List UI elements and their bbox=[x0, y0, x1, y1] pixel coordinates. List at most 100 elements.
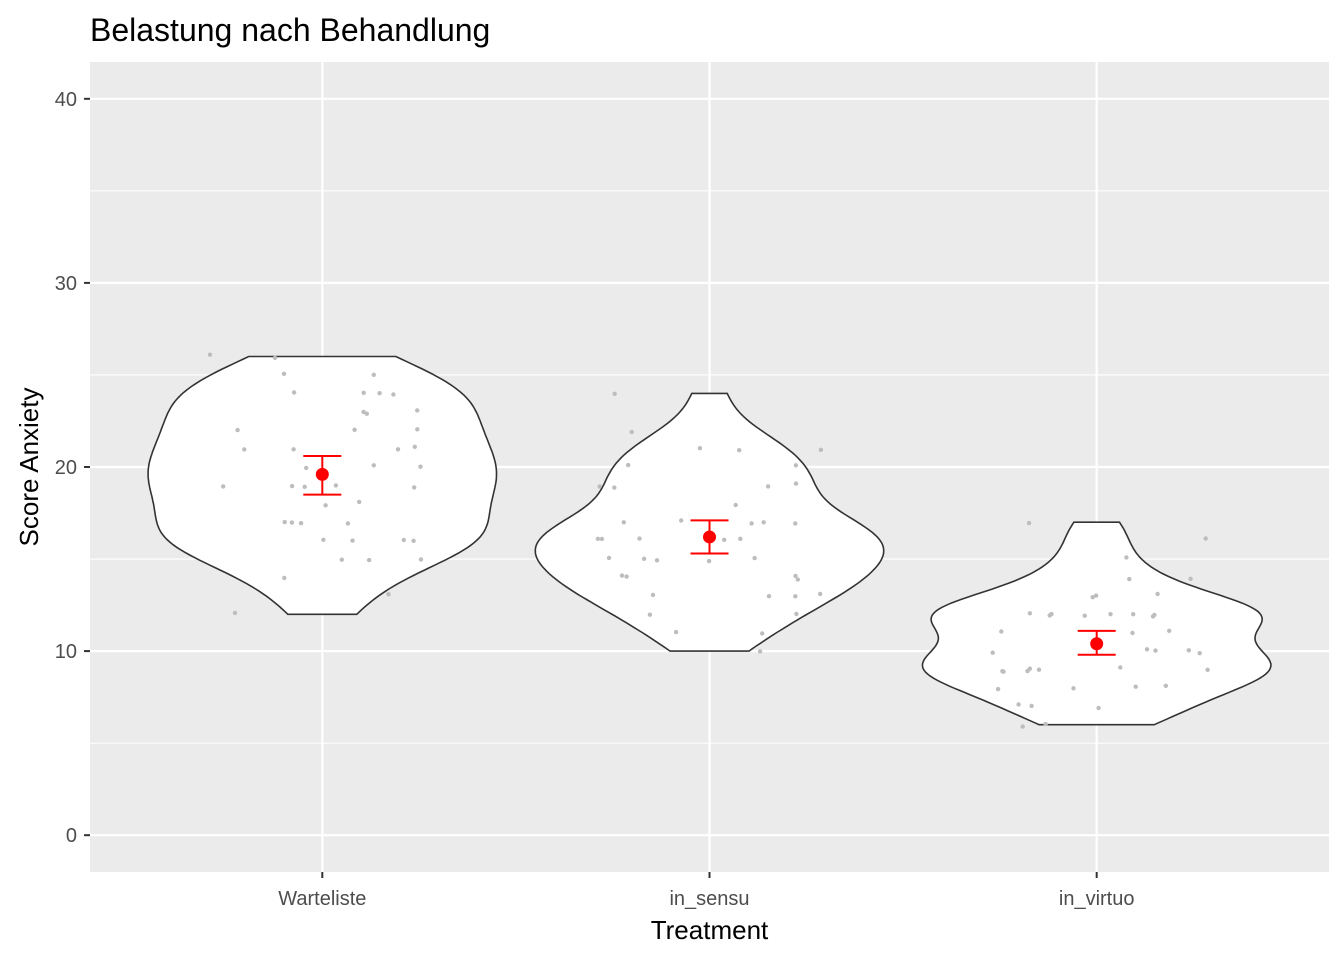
data-point bbox=[737, 448, 742, 453]
data-point bbox=[765, 484, 771, 489]
data-point bbox=[795, 577, 800, 582]
data-point bbox=[1205, 667, 1210, 672]
data-point bbox=[621, 520, 626, 525]
data-point bbox=[793, 481, 799, 486]
data-point bbox=[207, 352, 213, 357]
chart-title: Belastung nach Behandlung bbox=[90, 12, 490, 48]
data-point bbox=[679, 518, 684, 523]
data-point bbox=[350, 538, 355, 543]
data-point bbox=[733, 502, 738, 508]
y-axis-title: Score Anxiety bbox=[14, 388, 44, 547]
data-point bbox=[1127, 576, 1132, 582]
data-point bbox=[361, 409, 366, 415]
y-tick-label: 20 bbox=[55, 457, 77, 479]
data-point bbox=[415, 427, 420, 432]
data-point bbox=[289, 483, 295, 489]
data-point bbox=[281, 371, 287, 376]
data-point bbox=[1155, 591, 1160, 597]
x-tick-label: Warteliste bbox=[278, 888, 366, 910]
data-point bbox=[1026, 520, 1032, 526]
data-point bbox=[282, 519, 287, 525]
data-point bbox=[597, 484, 602, 489]
data-point bbox=[738, 536, 743, 541]
data-point bbox=[697, 446, 703, 451]
data-point bbox=[626, 462, 631, 468]
data-point bbox=[391, 392, 396, 397]
data-point bbox=[291, 390, 297, 395]
data-point bbox=[361, 390, 366, 395]
data-point bbox=[401, 537, 406, 543]
data-point bbox=[339, 557, 344, 562]
data-point bbox=[1027, 666, 1033, 671]
data-point bbox=[221, 484, 226, 489]
data-point bbox=[1197, 651, 1202, 656]
data-point bbox=[629, 429, 634, 435]
data-point bbox=[794, 611, 799, 617]
data-point bbox=[1001, 669, 1006, 674]
data-point bbox=[377, 391, 382, 396]
data-point bbox=[793, 573, 798, 579]
data-point bbox=[722, 537, 727, 542]
data-point bbox=[1043, 721, 1048, 727]
data-point bbox=[232, 610, 238, 616]
data-point bbox=[612, 391, 617, 396]
data-point bbox=[1027, 611, 1033, 616]
mean-markers bbox=[303, 454, 1116, 656]
data-point bbox=[235, 427, 240, 433]
violin-in_virtuo bbox=[921, 521, 1272, 726]
data-point bbox=[1130, 630, 1135, 636]
mean-point bbox=[703, 530, 716, 544]
data-point bbox=[1082, 613, 1087, 618]
x-tick-label: in_sensu bbox=[669, 888, 749, 910]
data-point bbox=[766, 594, 772, 599]
data-point bbox=[364, 411, 369, 416]
data-point bbox=[641, 556, 647, 561]
data-point bbox=[752, 555, 757, 561]
data-point bbox=[1071, 686, 1076, 691]
data-point bbox=[1118, 665, 1123, 670]
data-point bbox=[282, 575, 287, 581]
data-point bbox=[624, 574, 629, 579]
data-point bbox=[1096, 705, 1101, 711]
data-point bbox=[321, 537, 326, 542]
data-point bbox=[1016, 702, 1021, 707]
data-point bbox=[1167, 628, 1172, 633]
data-point bbox=[298, 521, 304, 526]
mean-point bbox=[1090, 637, 1104, 651]
data-point bbox=[352, 427, 357, 432]
data-point bbox=[654, 558, 660, 563]
data-point bbox=[386, 592, 391, 597]
data-point bbox=[291, 447, 296, 452]
data-point bbox=[1203, 536, 1208, 541]
data-point bbox=[371, 372, 376, 377]
mean-point bbox=[315, 467, 329, 481]
data-point bbox=[412, 485, 417, 490]
data-point bbox=[272, 355, 278, 360]
data-point bbox=[706, 558, 712, 564]
data-point bbox=[242, 447, 247, 452]
data-point bbox=[1124, 555, 1129, 560]
data-point bbox=[415, 408, 420, 413]
data-point bbox=[395, 447, 401, 452]
data-point bbox=[1036, 667, 1042, 672]
data-point bbox=[1108, 612, 1113, 617]
jitter-points bbox=[207, 352, 1210, 729]
data-point bbox=[1131, 612, 1136, 617]
x-tick-label: in_virtuo bbox=[1059, 888, 1135, 910]
data-point bbox=[793, 463, 799, 468]
data-point bbox=[1090, 595, 1095, 600]
data-point bbox=[1047, 613, 1052, 618]
data-point bbox=[412, 444, 417, 449]
y-tick-label: 30 bbox=[55, 273, 77, 295]
data-point bbox=[333, 483, 339, 488]
data-point bbox=[357, 499, 362, 505]
data-point bbox=[1188, 576, 1193, 581]
data-point bbox=[1186, 648, 1192, 653]
data-point bbox=[1150, 614, 1156, 619]
data-point bbox=[757, 649, 763, 654]
data-point bbox=[793, 594, 798, 599]
data-point bbox=[304, 465, 309, 471]
data-point bbox=[760, 631, 765, 636]
data-point bbox=[673, 629, 679, 635]
